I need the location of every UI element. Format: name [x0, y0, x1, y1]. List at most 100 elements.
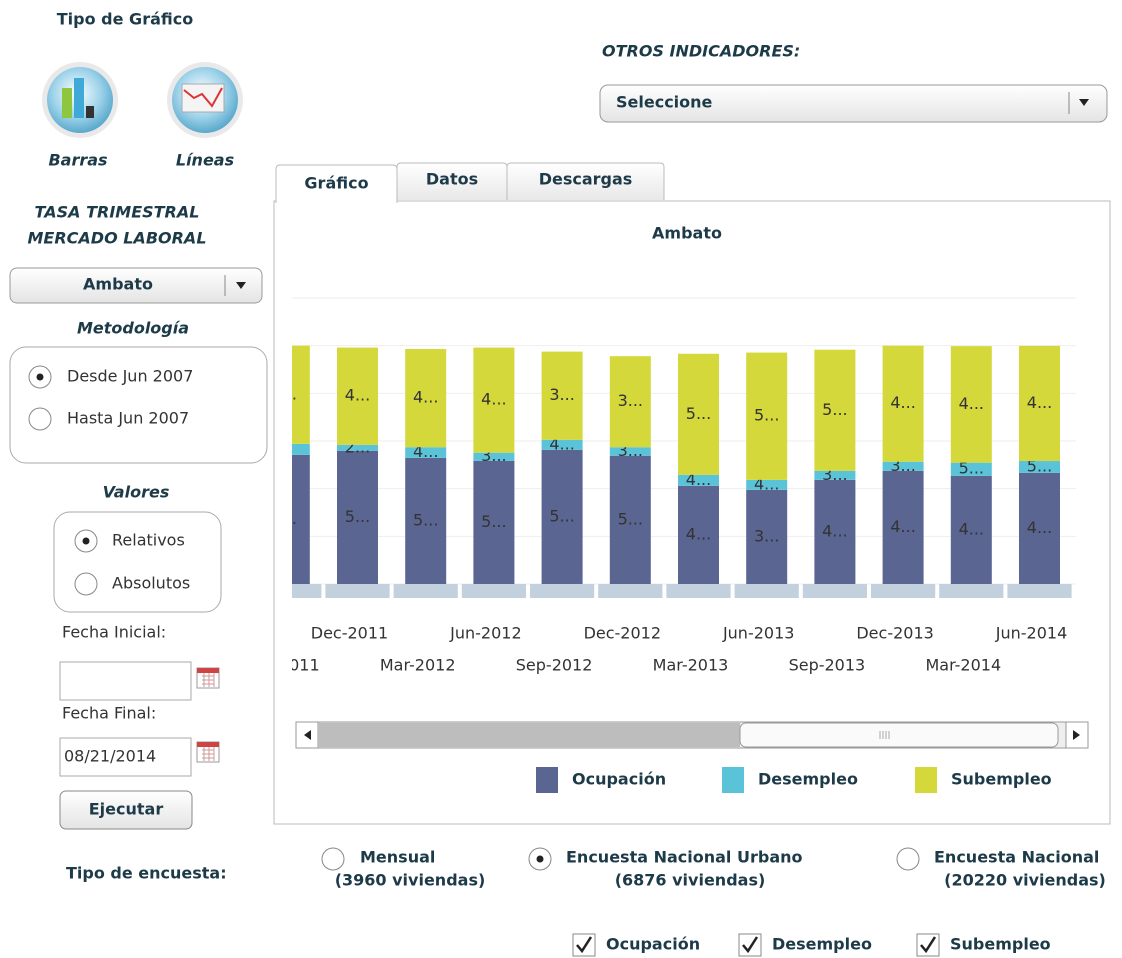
bar-segment	[292, 454, 310, 584]
bar-segment	[882, 345, 924, 462]
chart-title: Ambato	[652, 224, 722, 243]
data-label: 5...	[481, 512, 506, 531]
bar-segment	[950, 346, 992, 463]
data-label: 4...	[1027, 393, 1052, 412]
bar-segment	[473, 347, 515, 453]
survey-detail[interactable]: (20220 viviendas)	[944, 871, 1106, 890]
bar-icon[interactable]	[42, 62, 118, 138]
data-label: 5...	[618, 509, 643, 528]
bar-segment	[541, 449, 583, 584]
indicator-select-value[interactable]: Seleccione	[616, 93, 713, 112]
checkbox[interactable]	[738, 933, 762, 957]
data-label: 5...	[413, 510, 438, 529]
survey-option[interactable]: Encuesta Nacional	[934, 848, 1099, 867]
radio-dot[interactable]	[536, 855, 544, 863]
city-dropdown[interactable]	[9, 267, 263, 304]
bar-segment	[950, 475, 992, 584]
checkmark[interactable]	[920, 936, 937, 954]
bar-segment	[405, 447, 447, 458]
axis-strip	[292, 584, 322, 598]
end-date-value[interactable]: 08/21/2014	[64, 747, 156, 766]
chart-type-label[interactable]: Barras	[48, 151, 107, 170]
city-value[interactable]: Ambato	[83, 275, 153, 294]
x-tick-label: Jun-2013	[722, 624, 795, 643]
x-tick-label: Mar-2012	[380, 656, 456, 675]
data-label: ...	[282, 384, 297, 403]
bar-segment	[405, 349, 447, 448]
axis-strip	[530, 584, 595, 598]
axis-strip	[666, 584, 731, 598]
scrollbar[interactable]	[295, 721, 1089, 749]
tab-label[interactable]: Datos	[426, 170, 478, 189]
data-label: 4...	[686, 524, 711, 543]
radio-label[interactable]: Absolutos	[112, 574, 190, 593]
legend-swatch	[536, 767, 558, 793]
survey-option[interactable]: Mensual	[360, 848, 435, 867]
indicator-title: TASA TRIMESTRAL	[35, 203, 200, 222]
tab[interactable]	[506, 162, 665, 200]
bar-segment	[1019, 461, 1060, 473]
checkbox-label[interactable]: Ocupación	[606, 935, 700, 954]
x-tick-label: Dec-2011	[311, 624, 388, 643]
legend-label: Desempleo	[758, 770, 858, 789]
axis-strip	[939, 584, 1004, 598]
tab-label[interactable]: Descargas	[539, 170, 633, 189]
radio-button[interactable]	[896, 847, 920, 871]
axis-strip	[871, 584, 936, 598]
data-label: 4...	[481, 390, 506, 409]
bar-segment	[337, 347, 378, 445]
chart-type-label[interactable]: Líneas	[176, 151, 234, 170]
x-tick-label: Mar-2013	[653, 656, 729, 675]
survey-label: Tipo de encuesta:	[66, 864, 227, 883]
calendar-icon[interactable]	[196, 667, 220, 689]
data-label: 5...	[345, 507, 370, 526]
radio-button[interactable]	[74, 572, 98, 596]
checkmark[interactable]	[742, 936, 759, 954]
checkbox-label[interactable]: Subempleo	[950, 935, 1051, 954]
survey-detail[interactable]: (3960 viviendas)	[335, 871, 486, 890]
checkbox[interactable]	[916, 933, 940, 957]
bar-segment	[678, 474, 719, 486]
data-label: 4...	[890, 393, 915, 412]
end-date-input[interactable]	[59, 737, 192, 777]
survey-detail[interactable]: (6876 viviendas)	[615, 871, 766, 890]
values-title: Valores	[103, 483, 170, 502]
checkbox-label[interactable]: Desempleo	[772, 935, 872, 954]
bar-segment	[337, 444, 378, 451]
radio-dot[interactable]	[82, 537, 90, 545]
bar-segment	[678, 485, 719, 584]
bar-segment	[882, 470, 924, 584]
data-label: ...	[282, 509, 297, 528]
bar-segment	[1019, 472, 1060, 584]
x-tick-label: Sep-2011	[243, 656, 320, 675]
radio-label[interactable]: Relativos	[112, 531, 185, 550]
tab-label[interactable]: Gráfico	[304, 174, 368, 193]
indicator-dropdown[interactable]	[599, 84, 1108, 123]
legend-swatch	[915, 767, 937, 793]
run-button-label[interactable]: Ejecutar	[89, 800, 164, 819]
bar-segment	[292, 345, 310, 444]
radio-label[interactable]: Desde Jun 2007	[67, 367, 193, 386]
line-icon[interactable]	[167, 62, 243, 138]
radio-button[interactable]	[28, 407, 52, 431]
checkmark[interactable]	[576, 936, 593, 954]
bar-segment	[746, 352, 788, 480]
survey-option[interactable]: Encuesta Nacional Urbano	[566, 848, 803, 867]
data-label: 4...	[822, 521, 847, 540]
axis-strip	[598, 584, 663, 598]
radio-dot[interactable]	[36, 373, 44, 381]
start-date-input[interactable]	[59, 661, 192, 701]
checkbox[interactable]	[572, 933, 596, 957]
plot-area: ......5...2...4...5...4...4...5...3...4.…	[282, 345, 1072, 598]
bar-segment	[609, 356, 651, 448]
axis-strip	[461, 584, 526, 598]
data-label: 4...	[959, 394, 984, 413]
radio-button[interactable]	[321, 847, 345, 871]
bar-segment	[814, 349, 856, 471]
x-tick-label: Mar-2014	[925, 656, 1001, 675]
calendar-icon[interactable]	[196, 741, 220, 763]
run-button[interactable]	[59, 790, 193, 830]
x-tick-label: Jun-2014	[995, 624, 1068, 643]
radio-label[interactable]: Hasta Jun 2007	[67, 409, 189, 428]
